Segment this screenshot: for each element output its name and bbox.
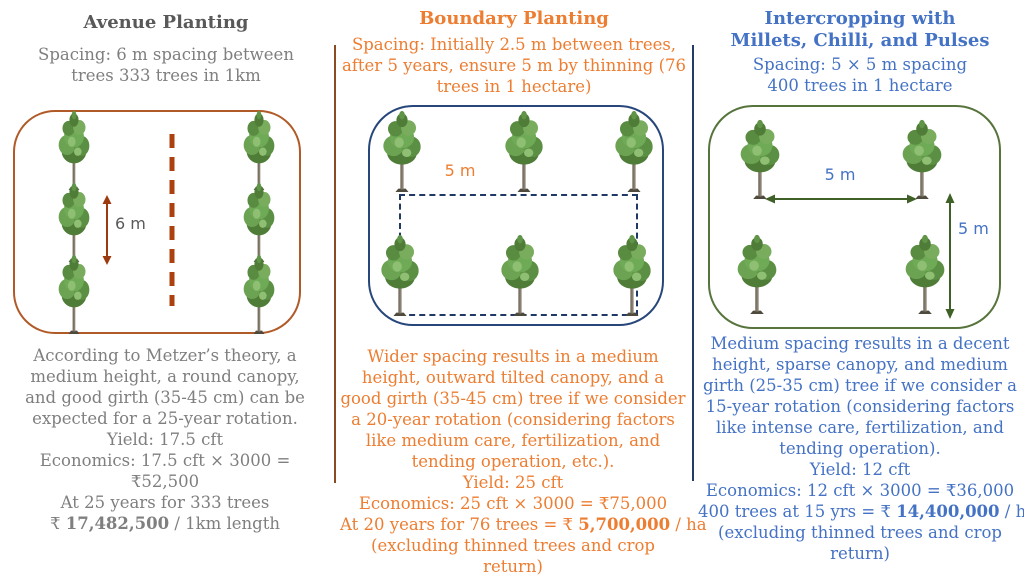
boundary-total: At 20 years for 76 trees = ₹ 5,700,000 /… (340, 514, 707, 535)
intercropping-exclusion-note: (excluding thinned trees and crop return… (718, 523, 1002, 563)
intercropping-description: Medium spacing results in a decent heigh… (703, 334, 1017, 458)
intercropping-spacing-label-h: 5 m (824, 165, 856, 184)
tree-icon (51, 254, 97, 334)
intercropping-total-pre: 400 trees at 15 yrs = ₹ (698, 502, 897, 521)
column-divider-left (334, 45, 336, 483)
intercropping-spacing-label-v: 5 m (958, 219, 989, 238)
avenue-total-pre: ₹ (49, 514, 66, 533)
intercropping-total-value: 14,400,000 (896, 502, 1000, 521)
intercropping-economics: Economics: 12 cft × 3000 = ₹36,000 (705, 481, 1015, 500)
avenue-total-value: 17,482,500 (65, 514, 170, 533)
avenue-economics: Economics: 17.5 cft × 3000 = ₹52,500 (39, 451, 291, 491)
tree-icon (236, 254, 282, 334)
avenue-diagram: 6 m (13, 110, 301, 334)
boundary-total-value: 5,700,000 (578, 515, 671, 534)
tree-icon (606, 110, 662, 192)
avenue-description: According to Metzer’s theory, a medium h… (25, 346, 305, 428)
boundary-exclusion-note: (excluding thinned trees and crop return… (371, 536, 655, 576)
avenue-total-post: / 1km length (169, 514, 281, 533)
spacing-arrow-vertical-icon (102, 195, 112, 265)
tree-icon (728, 234, 786, 314)
tree-icon (51, 110, 97, 190)
intercropping-title-line1: Intercropping with (764, 8, 956, 29)
tree-icon (374, 110, 430, 192)
boundary-yield: Yield: 25 cft (462, 473, 564, 492)
intercropping-subtitle: Spacing: 5 × 5 m spacing 400 trees in 1 … (752, 55, 968, 95)
tree-icon (496, 110, 552, 192)
tree-icon (731, 119, 789, 199)
avenue-rotation: At 25 years for 333 trees (60, 493, 270, 512)
intercropping-total: 400 trees at 15 yrs = ₹ 14,400,000 / ha (698, 501, 1024, 522)
spacing-arrow-vertical-icon (945, 193, 955, 319)
avenue-notes: According to Metzer’s theory, a medium h… (14, 345, 316, 534)
intercropping-notes: Medium spacing results in a decent heigh… (698, 333, 1024, 564)
avenue-yield: Yield: 17.5 cft (106, 430, 224, 449)
avenue-title: Avenue Planting (83, 12, 249, 33)
boundary-spacing-label: 5 m (444, 161, 476, 180)
tree-icon (236, 110, 282, 190)
tree-icon (236, 182, 282, 262)
boundary-total-post: / ha (670, 515, 707, 534)
boundary-description: Wider spacing results in a medium height… (340, 347, 686, 471)
intercropping-diagram: 5 m 5 m (708, 105, 1001, 329)
intercropping-total-post: / ha (1004, 502, 1024, 521)
intercropping-title-line2: Millets, Chilli, and Pulses (730, 30, 990, 51)
boundary-notes: Wider spacing results in a medium height… (340, 346, 707, 576)
tree-icon (492, 234, 548, 316)
boundary-economics: Economics: 25 cft × 3000 = ₹75,000 (358, 494, 668, 513)
intercropping-title: Intercropping with Millets, Chilli, and … (696, 8, 1024, 52)
avenue-total: ₹ 17,482,500 / 1km length (14, 513, 316, 534)
avenue-subtitle: Spacing: 6 m spacing between trees 333 t… (38, 45, 294, 85)
boundary-title: Boundary Planting (419, 8, 609, 29)
column-divider-right (692, 45, 694, 481)
tree-icon (604, 234, 660, 316)
tree-icon (51, 182, 97, 262)
boundary-subtitle: Spacing: Initially 2.5 m between trees, … (341, 35, 687, 96)
boundary-total-pre: At 20 years for 76 trees = ₹ (340, 515, 579, 534)
tree-icon (893, 119, 951, 199)
avenue-spacing-label: 6 m (115, 214, 146, 233)
spacing-arrow-horizontal-icon (765, 194, 917, 204)
intercropping-yield: Yield: 12 cft (809, 460, 911, 479)
road-dashed-line (169, 134, 175, 306)
tree-icon (372, 234, 428, 316)
boundary-diagram: 5 m (368, 105, 664, 326)
